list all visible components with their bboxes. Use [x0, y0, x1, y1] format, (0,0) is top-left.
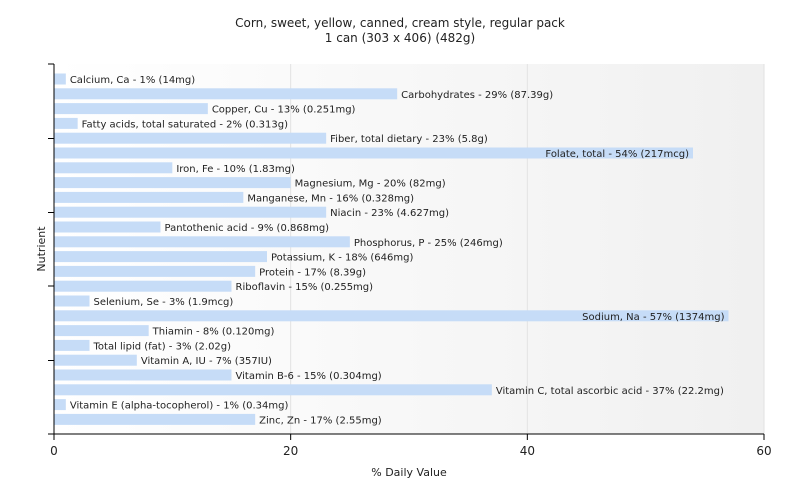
x-tick-label: 40 [520, 444, 535, 458]
bar [54, 354, 137, 366]
bar-label: Zinc, Zn - 17% (2.55mg) [259, 415, 382, 426]
bar [54, 117, 78, 129]
bar-label: Pantothenic acid - 9% (0.868mg) [165, 223, 330, 234]
bar-label: Total lipid (fat) - 3% (2.02g) [93, 341, 232, 352]
bar [54, 162, 173, 174]
bar-label: Niacin - 23% (4.627mg) [330, 208, 449, 219]
x-axis-title: % Daily Value [371, 466, 447, 479]
bar-label: Thiamin - 8% (0.120mg) [152, 327, 275, 338]
bar-label: Magnesium, Mg - 20% (82mg) [295, 179, 446, 190]
bar-label: Riboflavin - 15% (0.255mg) [236, 282, 374, 293]
bar-label: Manganese, Mn - 16% (0.328mg) [247, 193, 414, 204]
bar [54, 221, 161, 233]
bar [54, 339, 90, 351]
bar [54, 399, 66, 411]
bar-label: Potassium, K - 18% (646mg) [271, 253, 413, 264]
bar [54, 191, 244, 203]
x-tick-label: 20 [283, 444, 298, 458]
bar-label: Fiber, total dietary - 23% (5.8g) [330, 134, 488, 145]
bar [54, 265, 256, 277]
bar [54, 103, 208, 115]
bar-label: Copper, Cu - 13% (0.251mg) [212, 105, 356, 116]
bar [54, 88, 398, 100]
bar-label: Iron, Fe - 10% (1.83mg) [176, 164, 295, 175]
bar [54, 132, 327, 144]
bar [54, 369, 232, 381]
bar-label: Phosphorus, P - 25% (246mg) [354, 238, 503, 249]
bar [54, 206, 327, 218]
bar-label: Sodium, Na - 57% (1374mg) [582, 312, 724, 323]
x-tick-label: 60 [756, 444, 771, 458]
bar-label: Vitamin B-6 - 15% (0.304mg) [236, 371, 382, 382]
bar-label: Protein - 17% (8.39g) [259, 267, 366, 278]
bar [54, 147, 693, 159]
bar [54, 251, 267, 263]
bar-label: Vitamin C, total ascorbic acid - 37% (22… [496, 386, 724, 397]
bar [54, 280, 232, 292]
bar-label: Folate, total - 54% (217mcg) [545, 149, 689, 160]
x-tick-label: 0 [50, 444, 58, 458]
bar [54, 73, 66, 85]
chart-subtitle: 1 can (303 x 406) (482g) [324, 31, 476, 45]
bar-label: Fatty acids, total saturated - 2% (0.313… [82, 119, 288, 130]
y-axis-title: Nutrient [35, 226, 48, 272]
bar [54, 384, 492, 396]
bar [54, 325, 149, 337]
bar-label: Vitamin A, IU - 7% (357IU) [141, 356, 272, 367]
bar [54, 413, 256, 425]
bar-label: Vitamin E (alpha-tocopherol) - 1% (0.34m… [70, 401, 289, 412]
bar [54, 310, 729, 322]
bar-label: Calcium, Ca - 1% (14mg) [70, 75, 195, 86]
bar [54, 295, 90, 307]
chart-title: Corn, sweet, yellow, canned, cream style… [235, 16, 565, 30]
bar-label: Carbohydrates - 29% (87.39g) [401, 90, 553, 101]
bar [54, 236, 350, 248]
bar-label: Selenium, Se - 3% (1.9mcg) [94, 297, 234, 308]
bar [54, 177, 291, 189]
